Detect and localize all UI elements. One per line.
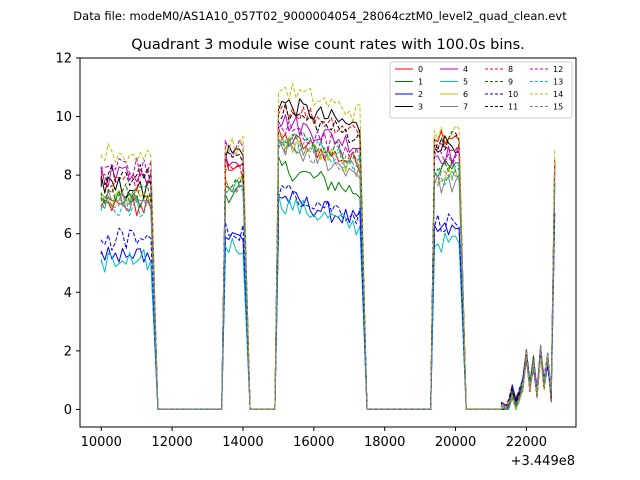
- series-layer: [100, 82, 556, 410]
- series-line-15: [100, 136, 556, 410]
- legend-label-8: 8: [508, 65, 513, 74]
- x-tick-label: 20000: [435, 435, 476, 450]
- legend-box: [389, 61, 573, 119]
- plot-background: [80, 58, 576, 427]
- series-line-10: [100, 184, 556, 410]
- legend-label-1: 1: [418, 78, 423, 87]
- legend-label-5: 5: [463, 78, 468, 87]
- legend-label-6: 6: [463, 90, 468, 99]
- x-tick-label: 18000: [364, 435, 405, 450]
- legend-label-12: 12: [553, 65, 563, 74]
- y-tick-label: 8: [64, 169, 72, 184]
- legend-label-4: 4: [463, 65, 468, 74]
- y-axis: 0 2 4 6 8 10 12: [55, 52, 80, 418]
- legend-label-10: 10: [508, 90, 518, 99]
- series-line-8: [100, 106, 556, 410]
- x-tick-label: 22000: [506, 435, 547, 450]
- x-tick-label: 12000: [151, 435, 192, 450]
- y-tick-label: 4: [64, 286, 72, 301]
- x-axis: 10000 12000 14000 16000 18000 20000 22000: [81, 427, 547, 450]
- legend-label-7: 7: [463, 103, 468, 112]
- series-line-13: [100, 133, 556, 410]
- chart-title: Quadrant 3 module wise count rates with …: [131, 37, 525, 53]
- series-line-9: [100, 131, 556, 410]
- y-tick-label: 12: [55, 52, 72, 67]
- y-tick-label: 2: [64, 344, 72, 359]
- x-tick-label: 10000: [81, 435, 122, 450]
- x-tick-label: 14000: [222, 435, 263, 450]
- chart-suptitle: Data file: modeM0/AS1A10_057T02_90000040…: [73, 9, 567, 23]
- legend-label-2: 2: [418, 90, 423, 99]
- series-line-14: [100, 82, 556, 410]
- legend-label-13: 13: [553, 78, 563, 87]
- legend-label-3: 3: [418, 103, 423, 112]
- legend-label-15: 15: [553, 103, 563, 112]
- y-tick-label: 10: [55, 110, 72, 125]
- legend-label-14: 14: [553, 90, 563, 99]
- x-tick-label: 16000: [293, 435, 334, 450]
- plot-area: 10000 12000 14000 16000 18000 20000 22000 0 2 4 6…: [55, 52, 577, 450]
- y-tick-label: 6: [64, 227, 72, 242]
- y-tick-label: 0: [64, 403, 72, 418]
- plot-frame: [79, 57, 577, 428]
- x-offset-label: +3.449e8: [511, 454, 575, 469]
- legend-label-0: 0: [418, 65, 423, 74]
- legend-label-11: 11: [508, 103, 518, 112]
- legend-label-9: 9: [508, 78, 513, 87]
